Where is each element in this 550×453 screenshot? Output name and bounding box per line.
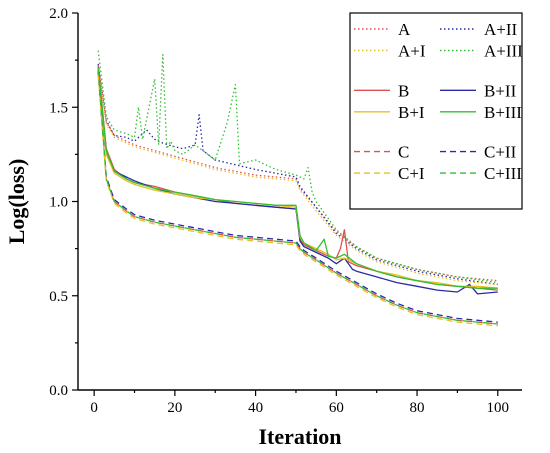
legend-label: C+III xyxy=(484,164,522,183)
legend-label: B+III xyxy=(484,103,522,122)
legend-box xyxy=(349,12,523,210)
x-tick-label: 20 xyxy=(167,400,182,416)
x-tick-label: 40 xyxy=(248,400,263,416)
x-tick-label: 80 xyxy=(410,400,425,416)
y-axis-title: Log(loss) xyxy=(4,159,29,245)
legend-label: A+II xyxy=(484,20,518,39)
legend-label: A+III xyxy=(484,42,523,61)
y-tick-label: 0.0 xyxy=(49,383,68,399)
legend-label: C+I xyxy=(398,164,425,183)
y-tick-label: 1.0 xyxy=(49,195,68,211)
series-line-c xyxy=(97,73,498,325)
x-tick-label: 60 xyxy=(329,400,344,416)
series-group xyxy=(97,50,498,327)
series-line-a-plus-i xyxy=(97,67,498,286)
axes-group: 0 20 40 60 80 100 0.0 0.5 1.0 1.5 2.0 xyxy=(49,6,522,416)
series-line-c-plus-i xyxy=(97,75,498,327)
series-line-a-plus-iii xyxy=(97,50,498,284)
legend: A A+II A+I A+III B B+II B+I B+III C C+II C+I C+III xyxy=(349,12,523,210)
legend-label: B+I xyxy=(398,103,425,122)
y-tick-label: 1.5 xyxy=(49,100,68,116)
legend-label: B xyxy=(398,81,409,100)
legend-label: A+I xyxy=(398,42,426,61)
legend-label: A xyxy=(398,20,411,39)
y-tick-label: 2.0 xyxy=(49,6,68,22)
legend-label: C xyxy=(398,143,409,162)
legend-label: C+II xyxy=(484,143,517,162)
series-line-c-plus-ii xyxy=(97,71,498,323)
x-tick-label: 100 xyxy=(487,400,510,416)
x-axis-title: Iteration xyxy=(258,424,341,449)
y-tick-label: 0.5 xyxy=(49,289,68,305)
series-line-b-plus-iii xyxy=(97,67,498,289)
series-line-c-plus-iii xyxy=(97,69,498,325)
x-tick-label: 0 xyxy=(90,400,98,416)
legend-label: B+II xyxy=(484,81,517,100)
